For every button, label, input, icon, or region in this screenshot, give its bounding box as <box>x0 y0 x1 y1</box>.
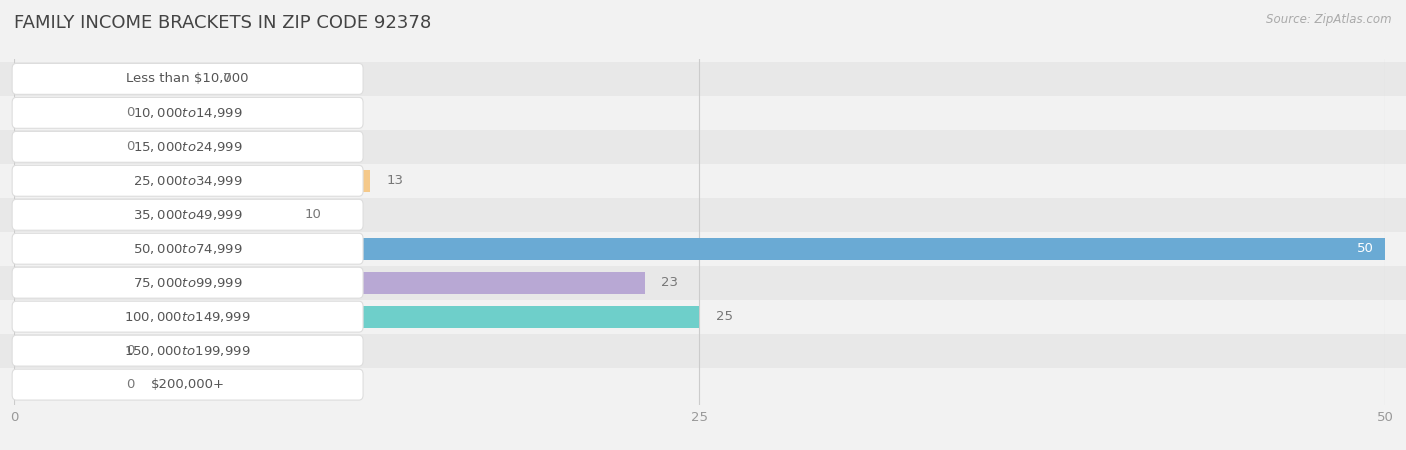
Text: $25,000 to $34,999: $25,000 to $34,999 <box>132 174 242 188</box>
Text: 0: 0 <box>127 378 135 391</box>
Bar <box>14 238 1385 260</box>
Text: $200,000+: $200,000+ <box>150 378 225 391</box>
FancyBboxPatch shape <box>13 199 363 230</box>
Bar <box>14 272 644 294</box>
Text: 23: 23 <box>661 276 678 289</box>
Bar <box>14 374 110 396</box>
FancyBboxPatch shape <box>0 130 1406 164</box>
Text: $150,000 to $199,999: $150,000 to $199,999 <box>124 344 250 358</box>
FancyBboxPatch shape <box>0 232 1406 266</box>
Text: $100,000 to $149,999: $100,000 to $149,999 <box>124 310 250 324</box>
Text: 7: 7 <box>222 72 231 86</box>
Bar <box>14 204 288 226</box>
Bar <box>14 340 110 362</box>
Text: 0: 0 <box>127 140 135 153</box>
FancyBboxPatch shape <box>0 96 1406 130</box>
Text: 25: 25 <box>716 310 733 323</box>
Text: $50,000 to $74,999: $50,000 to $74,999 <box>132 242 242 256</box>
Text: 13: 13 <box>387 174 404 187</box>
Text: 0: 0 <box>127 106 135 119</box>
Bar <box>14 306 700 328</box>
FancyBboxPatch shape <box>13 63 363 94</box>
FancyBboxPatch shape <box>13 165 363 196</box>
Text: FAMILY INCOME BRACKETS IN ZIP CODE 92378: FAMILY INCOME BRACKETS IN ZIP CODE 92378 <box>14 14 432 32</box>
Text: 50: 50 <box>1357 242 1374 255</box>
Text: $75,000 to $99,999: $75,000 to $99,999 <box>132 276 242 290</box>
Text: Less than $10,000: Less than $10,000 <box>127 72 249 86</box>
FancyBboxPatch shape <box>13 233 363 264</box>
FancyBboxPatch shape <box>13 301 363 332</box>
FancyBboxPatch shape <box>0 266 1406 300</box>
Bar <box>14 136 110 158</box>
Text: 0: 0 <box>127 344 135 357</box>
FancyBboxPatch shape <box>0 368 1406 401</box>
Text: 10: 10 <box>305 208 322 221</box>
FancyBboxPatch shape <box>0 300 1406 333</box>
FancyBboxPatch shape <box>13 97 363 128</box>
Text: $15,000 to $24,999: $15,000 to $24,999 <box>132 140 242 154</box>
FancyBboxPatch shape <box>13 131 363 162</box>
FancyBboxPatch shape <box>13 369 363 400</box>
FancyBboxPatch shape <box>0 198 1406 232</box>
Text: Source: ZipAtlas.com: Source: ZipAtlas.com <box>1267 14 1392 27</box>
FancyBboxPatch shape <box>13 267 363 298</box>
FancyBboxPatch shape <box>0 333 1406 368</box>
FancyBboxPatch shape <box>0 164 1406 198</box>
FancyBboxPatch shape <box>13 335 363 366</box>
FancyBboxPatch shape <box>0 62 1406 96</box>
Bar <box>14 68 207 90</box>
Text: $35,000 to $49,999: $35,000 to $49,999 <box>132 208 242 222</box>
Bar <box>14 102 110 124</box>
Text: $10,000 to $14,999: $10,000 to $14,999 <box>132 106 242 120</box>
Bar <box>14 170 371 192</box>
